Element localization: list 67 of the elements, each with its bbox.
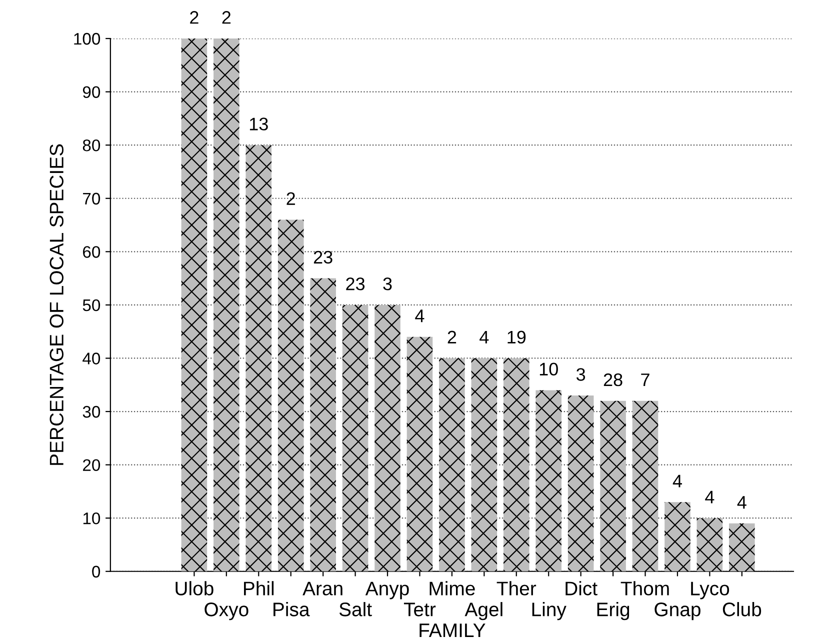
annotation: 4 xyxy=(672,474,682,488)
x-tick-label: Tetr xyxy=(404,602,436,616)
bar xyxy=(729,523,755,572)
bar xyxy=(568,396,594,572)
x-tick-label: Phil xyxy=(244,581,274,596)
bar xyxy=(503,358,530,572)
annotation: 23 xyxy=(346,277,365,290)
annotation: 3 xyxy=(383,277,392,290)
y-tick-label: 80 xyxy=(82,139,100,152)
annotation: 10 xyxy=(540,362,558,376)
x-tick-label: Aran xyxy=(302,582,342,596)
annotation: 4 xyxy=(705,490,714,504)
y-tick-label: 30 xyxy=(82,406,100,418)
x-tick-label: Liny xyxy=(532,602,566,620)
y-tick-label: 20 xyxy=(83,459,100,472)
x-tick-label: Pisa xyxy=(274,602,310,616)
x-tick-label: Club xyxy=(722,602,762,616)
annotation: 4 xyxy=(737,496,746,509)
bar xyxy=(181,38,208,572)
x-tick-label: Dict xyxy=(566,581,598,596)
annotation: 23 xyxy=(314,250,332,264)
annotation: 13 xyxy=(250,118,268,130)
annotation: 2 xyxy=(286,192,295,205)
bar xyxy=(278,220,304,572)
x-tick-label: Agel xyxy=(464,602,502,620)
y-tick-label: 60 xyxy=(83,246,100,258)
y-tick-label: 40 xyxy=(82,352,100,364)
x-tick-label: Thom xyxy=(620,581,669,596)
bar xyxy=(632,400,658,572)
bar xyxy=(664,502,690,572)
x-axis-title: FAMILY xyxy=(420,624,486,638)
bar xyxy=(406,336,433,572)
annotation: 4 xyxy=(415,310,424,322)
annotation: 28 xyxy=(604,373,622,386)
y-axis-title: PERCENTAGE OF LOCAL SPECIES xyxy=(50,144,64,465)
x-tick-label: Erig xyxy=(597,602,630,620)
bar xyxy=(342,304,368,572)
bar xyxy=(696,518,723,572)
annotation: 2 xyxy=(222,11,231,24)
bar xyxy=(471,358,498,572)
bar xyxy=(246,145,272,572)
y-tick-label: 0 xyxy=(92,566,100,578)
annotation: 3 xyxy=(576,368,586,381)
x-tick-label: Anyp xyxy=(365,582,409,600)
bar xyxy=(536,390,562,572)
annotation: 4 xyxy=(480,330,489,344)
x-tick-label: Salt xyxy=(339,602,372,616)
annotation: 2 xyxy=(448,330,456,344)
x-tick-label: Lyco xyxy=(691,582,730,600)
bar xyxy=(214,38,240,572)
x-tick-label: Gnap xyxy=(654,602,700,620)
annotation: 2 xyxy=(190,11,198,24)
x-tick-label: Ulob xyxy=(176,581,214,596)
y-tick-label: 70 xyxy=(83,192,100,205)
annotation: 19 xyxy=(508,330,526,344)
bar xyxy=(600,400,626,572)
y-tick-label: 10 xyxy=(83,512,100,524)
x-tick-label: Oxyo xyxy=(204,602,248,620)
bar xyxy=(310,278,336,572)
annotation: 7 xyxy=(641,374,650,386)
x-tick-label: Ther xyxy=(496,581,536,596)
bar xyxy=(439,358,465,572)
x-tick-label: Mime xyxy=(430,581,475,596)
y-tick-label: 100 xyxy=(74,32,100,45)
y-tick-label: 50 xyxy=(82,299,100,312)
bar xyxy=(374,304,400,572)
y-tick-label: 90 xyxy=(82,86,100,98)
